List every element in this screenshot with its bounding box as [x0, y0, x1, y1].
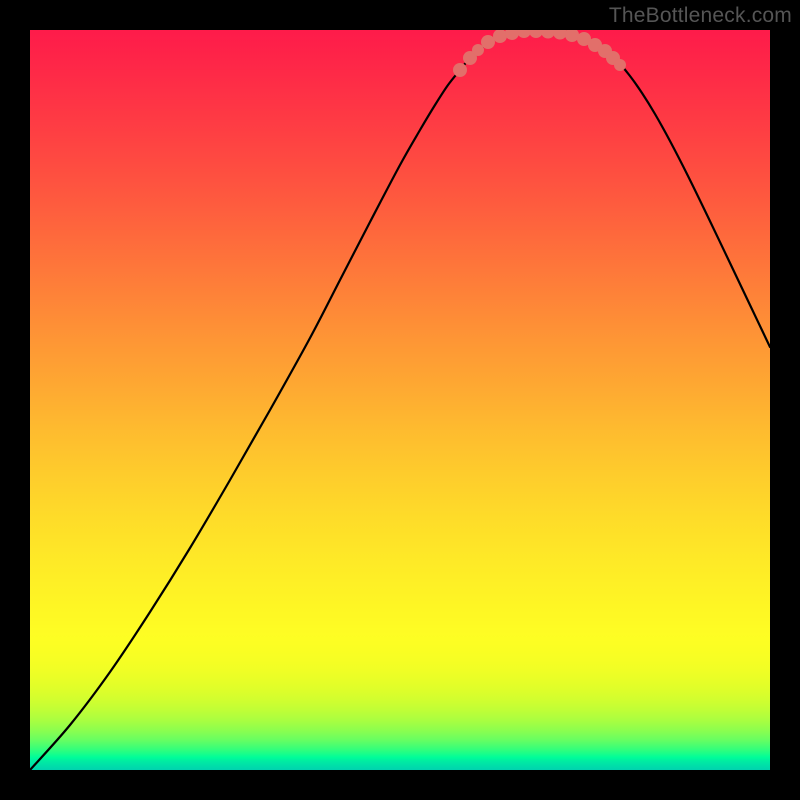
- marker-dot: [453, 63, 467, 77]
- chart-background: [30, 30, 770, 770]
- plot-area: [30, 30, 770, 770]
- marker-dot: [614, 59, 626, 71]
- watermark-text: TheBottleneck.com: [609, 4, 792, 28]
- marker-dot: [481, 35, 495, 49]
- chart-svg: [30, 30, 770, 770]
- chart-container: TheBottleneck.com: [0, 0, 800, 800]
